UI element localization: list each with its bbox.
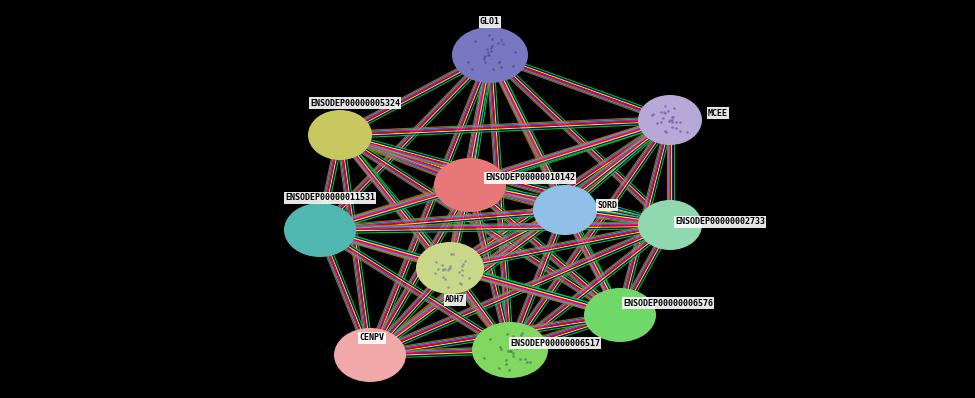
- Ellipse shape: [638, 200, 702, 250]
- Text: ENSODEP00000011531: ENSODEP00000011531: [285, 193, 375, 203]
- Text: ENSODEP00000002733: ENSODEP00000002733: [675, 217, 765, 226]
- Text: ENSODEP00000010142: ENSODEP00000010142: [485, 174, 575, 183]
- Ellipse shape: [533, 185, 597, 235]
- Text: CENPV: CENPV: [360, 334, 384, 343]
- Ellipse shape: [472, 322, 548, 378]
- Text: ADH7: ADH7: [445, 295, 465, 304]
- Text: ENSODEP00000006517: ENSODEP00000006517: [510, 339, 600, 347]
- Text: MCEE: MCEE: [708, 109, 728, 117]
- Text: SORD: SORD: [597, 201, 617, 209]
- Ellipse shape: [584, 288, 656, 342]
- Ellipse shape: [334, 328, 406, 382]
- Ellipse shape: [308, 110, 372, 160]
- Text: ENSODEP00000006576: ENSODEP00000006576: [623, 298, 713, 308]
- Ellipse shape: [434, 158, 506, 212]
- Ellipse shape: [452, 27, 528, 83]
- Ellipse shape: [284, 203, 356, 257]
- Text: GLO1: GLO1: [480, 18, 500, 27]
- Text: ENSODEP00000005324: ENSODEP00000005324: [310, 98, 400, 107]
- Ellipse shape: [638, 95, 702, 145]
- Ellipse shape: [416, 242, 484, 294]
